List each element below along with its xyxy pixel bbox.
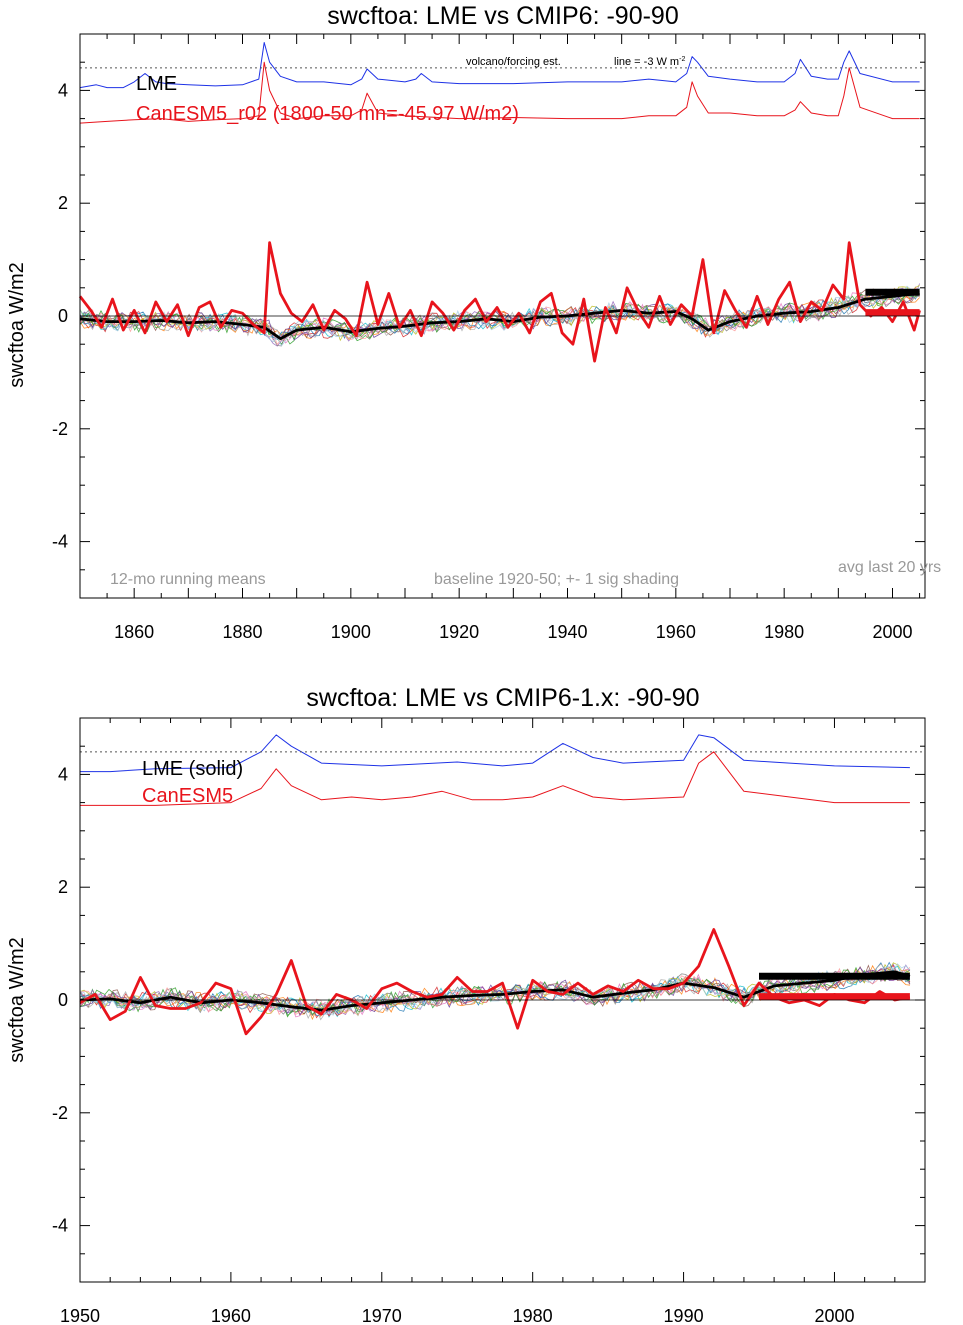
canesm5-volcanic-forcing-line bbox=[80, 751, 910, 806]
x-tick-label: 1860 bbox=[114, 622, 154, 642]
y-tick-label: 0 bbox=[58, 306, 68, 326]
x-tick-label: 1980 bbox=[764, 622, 804, 642]
top-panel: swcftoa: LME vs CMIP6: -90-90 swcftoa W/… bbox=[6, 2, 941, 642]
x-tick-label: 1960 bbox=[656, 622, 696, 642]
series-lines bbox=[78, 42, 921, 363]
x-tick-label: 1950 bbox=[60, 1306, 100, 1325]
spaghetti-ensemble bbox=[79, 961, 911, 1021]
plot-frame bbox=[79, 717, 926, 1283]
y-tick-label: -4 bbox=[52, 532, 68, 552]
x-tick-label: 2000 bbox=[814, 1306, 854, 1325]
x-tick-label: 1980 bbox=[513, 1306, 553, 1325]
lme-volcanic-forcing-line bbox=[80, 734, 910, 773]
x-tick-label: 1970 bbox=[362, 1306, 402, 1325]
y-tick-label: 0 bbox=[58, 990, 68, 1010]
panel-title: swcftoa: LME vs CMIP6: -90-90 bbox=[327, 2, 679, 30]
y-tick-label: 4 bbox=[58, 764, 68, 784]
y-tick-label: 2 bbox=[58, 193, 68, 213]
ensemble-member-line bbox=[79, 286, 920, 344]
x-tick-label: 1900 bbox=[331, 622, 371, 642]
bottom-panel: swcftoa: LME vs CMIP6-1.x: -90-90 swcfto… bbox=[6, 684, 926, 1325]
x-tick-label: 2000 bbox=[872, 622, 912, 642]
x-tick-label: 1920 bbox=[439, 622, 479, 642]
y-tick-labels: 4 2 0 -2 -4 bbox=[52, 764, 68, 1235]
legend-canesm5: CanESM5_r02 (1800-50 mn=-45.97 W/m2) bbox=[136, 103, 519, 125]
x-tick-labels: 1950 1960 1970 1980 1990 2000 bbox=[60, 1306, 855, 1325]
canesm5-volcanic-forcing-line bbox=[79, 61, 920, 124]
y-tick-label: -2 bbox=[52, 1103, 68, 1123]
legend-canesm5: CanESM5 bbox=[142, 785, 233, 807]
y-tick-labels: 4 2 0 -2 -4 bbox=[52, 80, 68, 551]
x-tick-label: 1880 bbox=[222, 622, 262, 642]
y-axis-label: swcftoa W/m2 bbox=[6, 262, 28, 388]
y-tick-label: 2 bbox=[58, 877, 68, 897]
line-note-text: line = -3 W m bbox=[614, 56, 679, 68]
canesm5-r02-line bbox=[78, 241, 921, 363]
y-tick-label: -4 bbox=[52, 1216, 68, 1236]
baseline-note: baseline 1920-50; +- 1 sig shading bbox=[434, 571, 679, 588]
y-tick-label: 4 bbox=[58, 80, 68, 100]
x-tick-label: 1960 bbox=[211, 1306, 251, 1325]
series-lines bbox=[79, 734, 911, 1036]
legend-lme: LME bbox=[136, 73, 177, 95]
x-tick-label: 1990 bbox=[664, 1306, 704, 1325]
line-note-sup: -2 bbox=[679, 56, 685, 63]
running-means-note: 12-mo running means bbox=[110, 571, 266, 588]
volcano-note: volcano/forcing est. bbox=[466, 56, 561, 68]
plot-frame bbox=[79, 33, 926, 599]
lme-mean-line bbox=[79, 970, 911, 1012]
ensemble-member-line bbox=[79, 288, 920, 340]
tick-marks bbox=[79, 717, 926, 1283]
line-note: line = -3 W m-2 bbox=[614, 56, 685, 68]
panel-title: swcftoa: LME vs CMIP6-1.x: -90-90 bbox=[306, 684, 699, 712]
y-axis-label: swcftoa W/m2 bbox=[6, 937, 28, 1063]
x-tick-labels: 1860 1880 1900 1920 1940 1960 1980 2000 bbox=[114, 622, 912, 642]
legend-lme: LME (solid) bbox=[142, 758, 243, 780]
x-tick-label: 1940 bbox=[547, 622, 587, 642]
y-tick-label: -2 bbox=[52, 419, 68, 439]
lme-volcanic-forcing-line bbox=[79, 42, 920, 89]
avg-last-20-note: avg last 20 yrs bbox=[838, 559, 941, 576]
